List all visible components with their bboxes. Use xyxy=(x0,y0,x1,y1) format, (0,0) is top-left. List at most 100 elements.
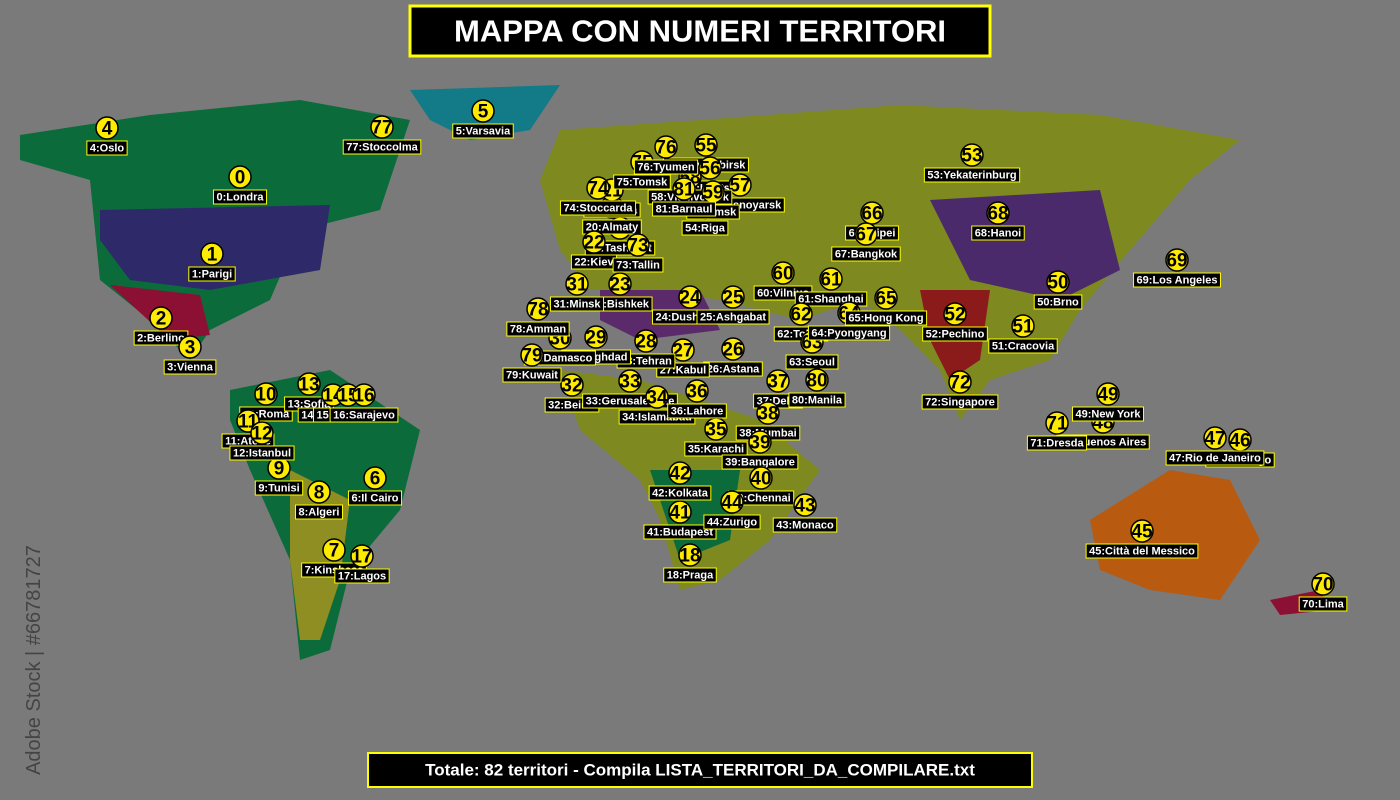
territory: 35 35:Karachi xyxy=(684,417,748,457)
label-box xyxy=(772,517,838,533)
territory-label: 1:Parigi xyxy=(192,269,232,281)
territory-label: 35:Karachi xyxy=(688,444,744,456)
territory-marker xyxy=(526,297,550,321)
territory-marker xyxy=(228,165,252,189)
label-box xyxy=(329,407,399,423)
territory-number: 41 xyxy=(669,503,691,524)
territory-label: 2:Berlino xyxy=(137,333,185,345)
territory-marker xyxy=(584,325,608,349)
label-box xyxy=(1026,435,1088,451)
territory-marker xyxy=(678,543,702,567)
territory: 3 3:Vienna xyxy=(163,335,217,375)
territory-marker xyxy=(254,382,278,406)
territory-marker xyxy=(1096,382,1120,406)
territory-marker xyxy=(771,261,795,285)
territory-number: 4 xyxy=(102,119,113,140)
territory: 50 50:Brno xyxy=(1033,270,1083,310)
territory-label: 3:Vienna xyxy=(167,362,214,374)
label-box xyxy=(1298,596,1348,612)
territory-label: 72:Singapore xyxy=(925,397,995,409)
territory-label: 79:Kuwait xyxy=(506,370,558,382)
label-box xyxy=(923,167,1021,183)
territory-marker xyxy=(645,385,669,409)
territory-label: 69:Los Angeles xyxy=(1137,275,1218,287)
territory-number: 18 xyxy=(679,546,700,567)
territory-marker xyxy=(370,115,394,139)
territory-marker xyxy=(582,230,606,254)
territory-number: 42 xyxy=(669,464,690,485)
label-box xyxy=(785,354,839,370)
territory-label: 76:Tyumen xyxy=(637,162,695,174)
territory-marker xyxy=(986,201,1010,225)
territory-number: 60 xyxy=(772,264,793,285)
footer-box xyxy=(367,752,1033,788)
territory-number: 33 xyxy=(619,372,640,393)
territory: 53 53:Yekaterinburg xyxy=(923,143,1021,183)
territory-label: 45:Città del Messico xyxy=(1089,546,1195,558)
territory-number: 47 xyxy=(1204,429,1225,450)
territory-marker xyxy=(307,480,331,504)
label-box xyxy=(831,246,901,262)
territory-number: 78 xyxy=(527,300,548,321)
territory-marker xyxy=(749,466,773,490)
territory-number: 53 xyxy=(961,146,982,167)
territory-marker xyxy=(671,338,695,362)
territory-number: 52 xyxy=(944,305,965,326)
territory-number: 79 xyxy=(521,346,542,367)
territory: 17 17:Lagos xyxy=(334,544,390,584)
territory-number: 24 xyxy=(679,288,701,309)
territory-marker xyxy=(943,302,967,326)
territory-label: 17:Lagos xyxy=(338,571,386,583)
territory-label: 81:Barnaul xyxy=(656,204,713,216)
territory: 80 80:Manila xyxy=(788,368,846,408)
territory-number: 17 xyxy=(351,547,372,568)
label-box xyxy=(922,326,988,342)
territory-marker xyxy=(1045,411,1069,435)
territory-label: 30:Damasco xyxy=(528,353,593,365)
territory-number: 31 xyxy=(566,275,588,296)
label-box xyxy=(696,309,770,325)
territory-marker xyxy=(1011,314,1035,338)
territory: 28 28:Tehran xyxy=(616,329,676,369)
label-box xyxy=(1133,272,1221,288)
territory-number: 26 xyxy=(722,340,743,361)
territory-label: 73:Tallin xyxy=(616,260,660,272)
territory-marker xyxy=(618,369,642,393)
territory: 12 12:Istanbul xyxy=(229,421,295,461)
territory-number: 16 xyxy=(353,386,374,407)
territory-marker xyxy=(694,133,718,157)
territory-number: 57 xyxy=(729,176,750,197)
territory-number: 28 xyxy=(635,332,656,353)
territory-number: 76 xyxy=(655,138,676,159)
territory-number: 2 xyxy=(156,309,167,330)
territory-number: 68 xyxy=(987,204,1008,225)
territory-label: 71:Dresda xyxy=(1030,438,1084,450)
territory-marker xyxy=(363,466,387,490)
territory-number: 67 xyxy=(855,225,876,246)
label-box xyxy=(502,367,562,383)
label-box xyxy=(971,225,1025,241)
territory-marker xyxy=(608,272,632,296)
label-box xyxy=(1033,294,1083,310)
label-box xyxy=(559,200,637,216)
territory: 69 69:Los Angeles xyxy=(1133,248,1221,288)
label-box xyxy=(254,480,304,496)
territory-marker xyxy=(520,343,544,367)
territory-number: 27 xyxy=(672,341,693,362)
territory-label: 51:Cracovia xyxy=(992,341,1055,353)
territory-label: 28:Tehran xyxy=(620,356,672,368)
territory-number: 61 xyxy=(820,270,842,291)
territory: 52 52:Pechino xyxy=(922,302,988,342)
territory: 72 72:Singapore xyxy=(921,370,999,410)
label-box xyxy=(788,392,846,408)
territory-number: 59 xyxy=(702,183,723,204)
territory: 79 79:Kuwait xyxy=(502,343,562,383)
territory-number: 36 xyxy=(686,382,707,403)
territory-label: 47:Rio de Janeiro xyxy=(1169,453,1261,465)
territory: 2 2:Berlino xyxy=(133,306,189,346)
territory-marker xyxy=(672,177,696,201)
territory-label: 67:Bangkok xyxy=(835,249,898,261)
territory-number: 46 xyxy=(1229,431,1250,452)
